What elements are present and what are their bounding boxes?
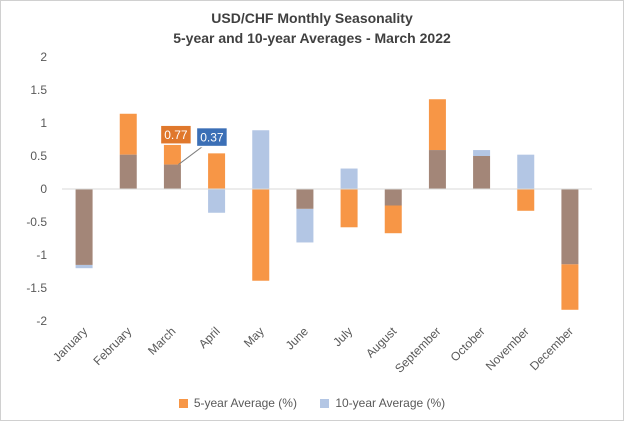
bar-overlap-march [163,164,181,189]
legend-label-10yr: 10-year Average (%) [335,396,446,410]
bar-overlap-june [296,189,314,209]
callout-10yr: 0.37 [178,126,229,165]
x-tick-label: January [50,324,90,364]
bar-overlap-august [384,189,402,206]
chart-subtitle: 5-year and 10-year Averages - March 2022 [173,30,451,46]
bar-5yr-november [517,189,535,211]
x-tick-label: November [483,324,532,373]
bar-5yr-december [561,264,579,310]
bar-overlap-september [428,150,446,189]
y-tick-label: 0.5 [30,149,47,163]
bar-5yr-august [384,205,402,234]
bar-overlap-february [119,154,137,189]
y-tick-label: -2 [36,314,47,328]
callout-label: 0.37 [200,131,224,145]
x-tick-label: April [196,324,223,351]
y-tick-label: 0 [40,182,47,196]
x-tick-label: September [392,324,443,375]
x-tick-label: May [241,324,267,350]
legend-item-5yr: 5-year Average (%) [178,396,297,410]
bar-10yr-november [517,154,535,189]
bar-10yr-july [340,168,358,189]
chart-title: USD/CHF Monthly Seasonality [211,10,413,26]
y-tick-label: -1.5 [26,281,47,295]
bar-overlap-december [561,189,579,265]
callout-box [159,124,193,145]
bar-5yr-september [428,99,446,151]
chart-legend: 5-year Average (%) 10-year Average (%) [0,396,624,410]
x-tick-label: July [330,324,355,349]
bar-overlap-october [473,156,491,189]
bar-5yr-april [208,153,226,189]
bar-10yr-may [252,130,270,189]
x-tick-label: March [145,324,178,357]
y-tick-label: 2 [40,50,47,64]
bar-5yr-may [252,189,270,281]
x-tick-label: June [283,324,312,353]
y-tick-label: 1 [40,116,47,130]
chart-title-block: USD/CHF Monthly Seasonality 5-year and 1… [0,8,624,48]
bar-10yr-june [296,208,314,243]
y-tick-label: 1.5 [30,83,47,97]
bar-10yr-october [473,150,491,156]
legend-swatch-10yr [320,399,330,409]
bar-10yr-april [208,189,226,213]
bar-5yr-february [119,113,137,155]
callout-5yr: 0.77 [159,124,193,145]
callout-leader [178,146,203,165]
legend-swatch-5yr [178,399,188,409]
bar-10yr-january [75,264,93,269]
bar-overlap-january [75,189,93,265]
x-tick-label: August [363,324,400,361]
x-tick-label: December [527,324,576,373]
y-tick-label: -1 [36,248,47,262]
callout-box [195,126,229,148]
bar-5yr-july [340,189,358,228]
legend-item-10yr: 10-year Average (%) [320,396,445,410]
legend-label-5yr: 5-year Average (%) [193,396,297,410]
x-tick-label: February [91,324,135,368]
y-tick-label: -0.5 [26,215,47,229]
callout-label: 0.77 [164,128,188,142]
x-tick-label: October [448,324,488,364]
